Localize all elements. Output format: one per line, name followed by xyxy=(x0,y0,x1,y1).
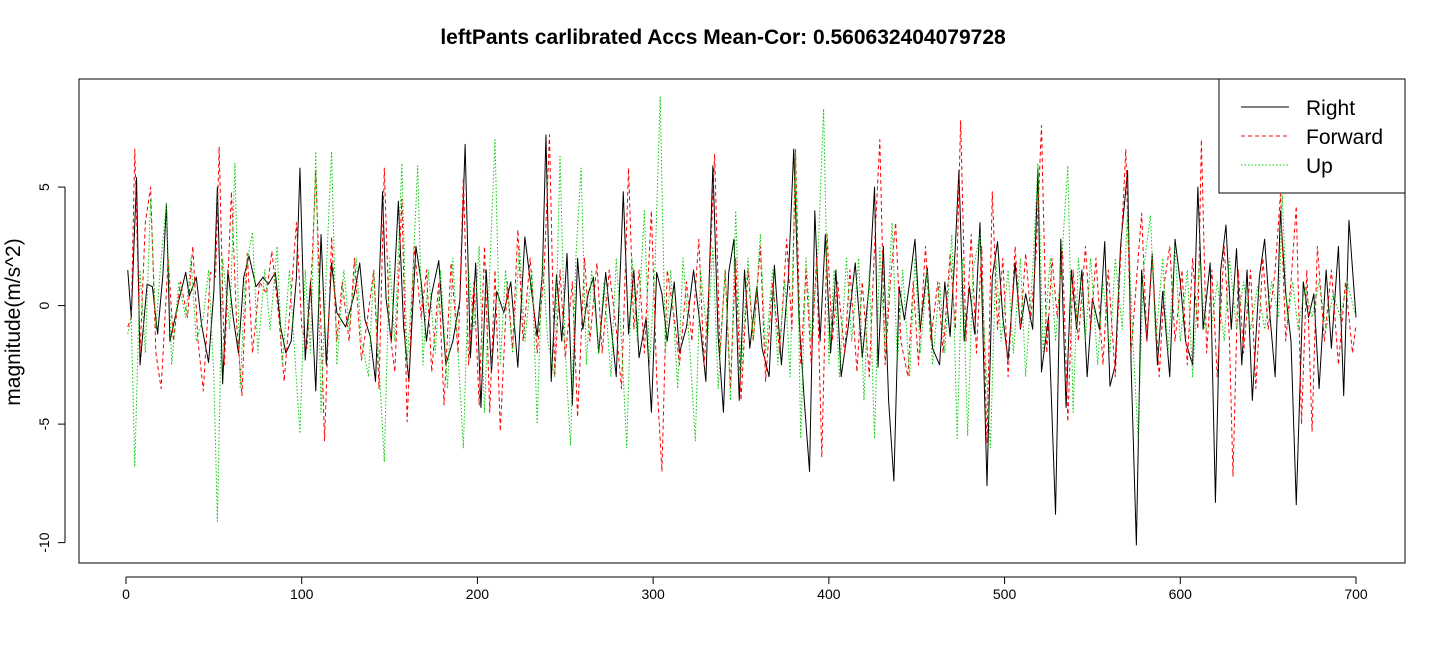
x-tick-label: 300 xyxy=(641,586,665,602)
legend: Right Forward Up xyxy=(1218,78,1406,194)
y-tick-label: 0 xyxy=(36,301,52,309)
y-axis-label: magnitude(m/s^2) xyxy=(2,238,25,406)
y-tick-label: -5 xyxy=(36,418,52,431)
x-tick-label: 600 xyxy=(1169,586,1193,602)
legend-label-right: Right xyxy=(1306,97,1355,120)
series-layer xyxy=(127,96,1357,546)
series-line-right xyxy=(127,134,1357,546)
y-axis: -10 -5 0 5 xyxy=(36,183,66,553)
legend-label-up: Up xyxy=(1306,155,1333,178)
x-tick-label: 200 xyxy=(466,586,490,602)
y-tick-label: -10 xyxy=(36,532,52,552)
legend-label-forward: Forward xyxy=(1306,126,1383,149)
chart-title: leftPants carlibrated Accs Mean-Cor: 0.5… xyxy=(440,26,1006,49)
plot-frame xyxy=(78,78,1406,564)
x-tick-label: 500 xyxy=(993,586,1017,602)
series-line-up xyxy=(127,96,1357,522)
x-tick-label: 0 xyxy=(122,586,130,602)
x-tick-label: 100 xyxy=(290,586,314,602)
y-tick-label: 5 xyxy=(36,183,52,191)
x-tick-label: 400 xyxy=(817,586,841,602)
x-tick-label: 700 xyxy=(1344,586,1368,602)
x-axis: 0 100 200 300 400 500 600 700 xyxy=(122,576,1368,602)
